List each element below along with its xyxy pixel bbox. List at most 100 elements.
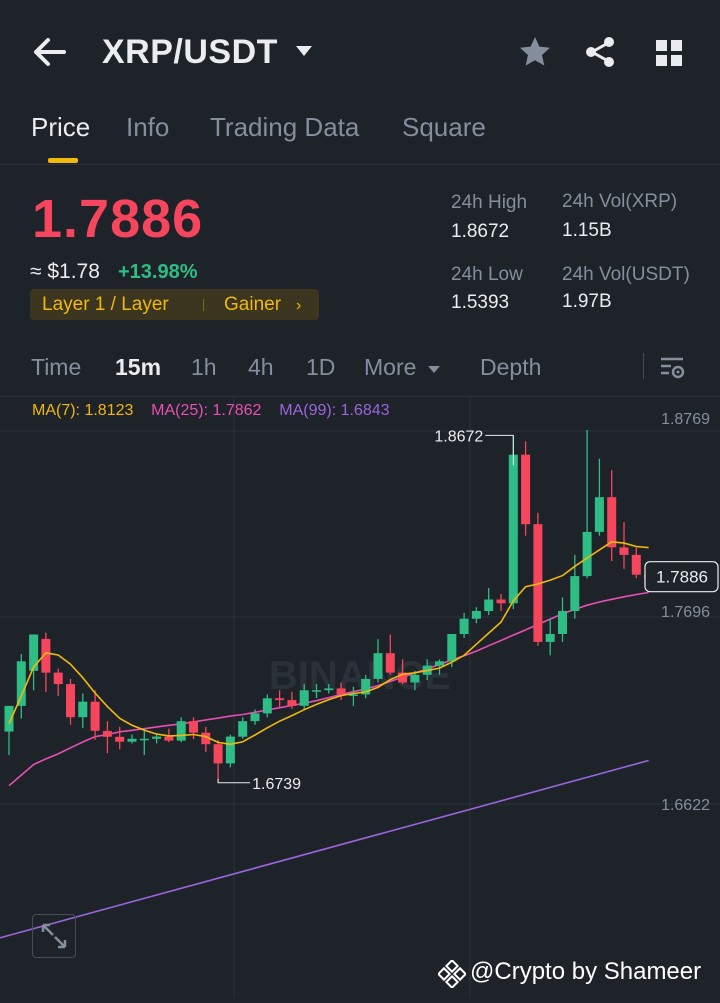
candle-body <box>16 661 26 706</box>
chevron-right-icon: › <box>296 297 302 314</box>
candle-body <box>66 684 75 718</box>
chart-settings-icon[interactable] <box>658 353 686 381</box>
header: XRP/USDT <box>0 0 720 105</box>
category-tag[interactable] <box>30 289 319 320</box>
category-tag-label: Layer 1 / Layer <box>42 294 169 315</box>
grid-icon[interactable] <box>652 36 686 70</box>
candle-body <box>312 690 321 692</box>
candle-body <box>213 744 223 764</box>
tab-price[interactable]: Price <box>31 112 91 142</box>
y-tick-label: 1.8769 <box>661 411 710 428</box>
active-tab-indicator <box>48 158 78 163</box>
interval-15m[interactable]: 15m <box>115 354 162 380</box>
watermark-text: @Crypto by Shameer <box>470 958 702 985</box>
interval-4h[interactable]: 4h <box>248 354 274 380</box>
candle-body <box>324 688 334 691</box>
pair-title[interactable]: XRP/USDT <box>102 33 278 71</box>
candle-body <box>275 698 285 701</box>
candle-body <box>533 524 543 642</box>
candle-body <box>225 736 235 764</box>
y-tick-label: 1.6622 <box>661 797 710 814</box>
high-marker-label: 1.8672 <box>434 428 483 445</box>
stat-vol-base-label: 24h Vol(XRP) <box>562 191 678 212</box>
candle-body <box>435 661 444 666</box>
candle-body <box>152 736 162 739</box>
ma99-legend: MA(99): 1.6843 <box>279 402 390 419</box>
candle-body <box>373 653 383 679</box>
gainer-tag-label: Gainer <box>224 294 282 315</box>
candle-body <box>238 721 248 737</box>
current-price-label: 1.7886 <box>656 568 708 587</box>
price-change-percent: +13.98% <box>118 261 198 283</box>
fiat-price: ≈ $1.78 <box>30 260 100 283</box>
stat-vol-quote-value: 1.97B <box>562 291 612 312</box>
chart-watermark: BINANCE <box>269 654 451 698</box>
ma25-legend: MA(25): 1.7862 <box>151 402 262 419</box>
candle-body <box>299 690 309 706</box>
candle-body <box>189 721 198 733</box>
back-arrow-icon[interactable] <box>28 32 72 72</box>
divider <box>643 353 644 379</box>
low-marker-line <box>217 778 251 784</box>
candle-body <box>631 554 641 575</box>
candle-body <box>176 721 186 741</box>
y-tick-label: 1.7696 <box>661 604 710 621</box>
candle-body <box>164 736 174 741</box>
expand-icon[interactable] <box>32 914 76 958</box>
star-icon[interactable] <box>517 34 553 70</box>
candle-body <box>521 454 531 525</box>
tab-info[interactable]: Info <box>126 112 170 142</box>
candle-body <box>471 611 481 619</box>
tab-trading-data[interactable]: Trading Data <box>210 112 360 142</box>
candle-body <box>127 738 137 742</box>
ma-legend: MA(7): 1.8123 MA(25): 1.7862 MA(99): 1.6… <box>32 402 390 420</box>
interval-depth[interactable]: Depth <box>480 354 542 380</box>
stat-low-label: 24h Low <box>451 264 523 285</box>
candles <box>4 429 654 783</box>
share-icon[interactable] <box>582 34 618 70</box>
candle-body <box>115 736 125 742</box>
ma7-line <box>8 540 649 746</box>
chart-canvas: BINANCE 1.8769 1.7696 1.6622 1.8672 1.6739 1.7… <box>0 397 720 998</box>
candlestick-chart[interactable]: BINANCE 1.8769 1.7696 1.6622 1.8672 1.6739 1.7… <box>0 397 720 998</box>
candle-body <box>398 672 408 683</box>
candle-body <box>53 672 63 685</box>
grid-lines <box>0 397 720 998</box>
candle-body <box>496 599 506 604</box>
candle-body <box>29 634 39 671</box>
current-price-box <box>644 561 719 593</box>
candle-body <box>484 599 494 611</box>
candle-body <box>41 638 51 673</box>
candle-body <box>287 700 297 706</box>
interval-1h[interactable]: 1h <box>191 354 217 380</box>
tab-square[interactable]: Square <box>402 112 486 142</box>
candle-body <box>385 653 395 673</box>
stat-high-value: 1.8672 <box>451 221 510 242</box>
interval-time[interactable]: Time <box>31 354 82 380</box>
candle-body <box>619 547 629 555</box>
candle-body <box>582 531 592 577</box>
candle-body <box>348 694 358 696</box>
caret-down-icon[interactable] <box>294 44 314 58</box>
ma99-line <box>0 759 649 939</box>
candle-body <box>447 634 457 662</box>
candle-body <box>558 611 567 634</box>
candle-body <box>545 634 555 642</box>
stat-high-label: 24h High <box>451 192 528 213</box>
candle-body <box>90 701 100 731</box>
candle-body <box>607 497 617 548</box>
divider <box>0 396 720 397</box>
candle-body <box>4 705 14 732</box>
interval-more[interactable]: More <box>364 354 417 380</box>
candle-body <box>250 713 260 722</box>
binance-logo-icon <box>436 958 468 990</box>
candle-body <box>336 688 346 695</box>
high-marker-line <box>485 434 514 466</box>
candle-body <box>594 497 604 532</box>
candle-body <box>201 732 211 745</box>
candle-body <box>78 701 88 718</box>
low-marker-label: 1.6739 <box>252 776 301 793</box>
candle-body <box>410 674 420 683</box>
candle-body <box>262 698 272 714</box>
interval-1d[interactable]: 1D <box>306 354 336 380</box>
